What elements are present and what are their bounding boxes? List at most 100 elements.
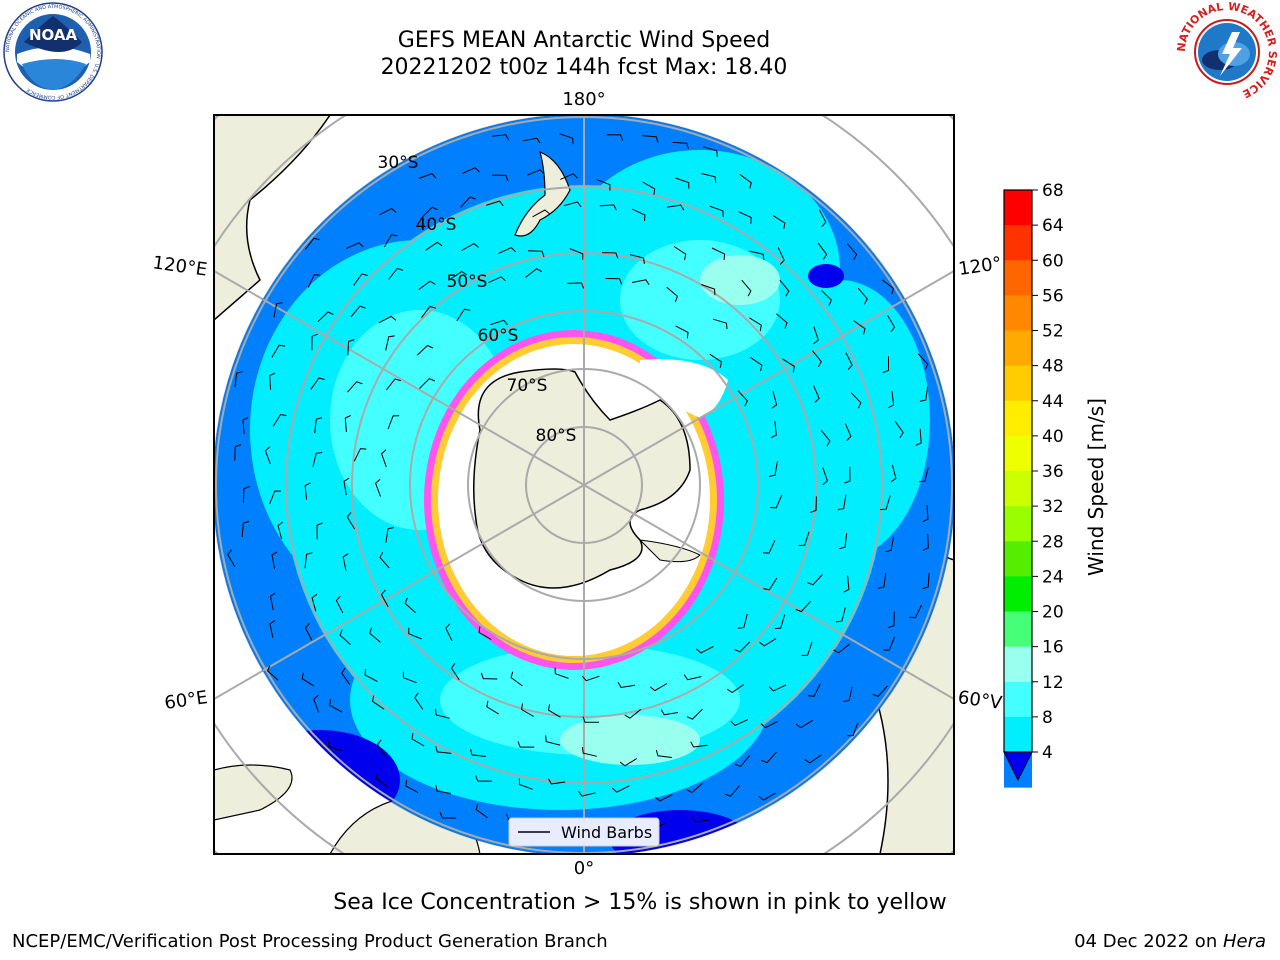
wind-barb bbox=[701, 284, 716, 296]
wind-barb bbox=[817, 242, 828, 260]
lat-label-40s: 40°S bbox=[416, 215, 457, 235]
colorbar-cell bbox=[1004, 681, 1032, 718]
wind-barb bbox=[675, 177, 690, 189]
wind-barb bbox=[822, 467, 828, 486]
wind-barb bbox=[769, 461, 778, 477]
nws-logo: NATIONAL WEATHER SERVICE bbox=[1175, 0, 1279, 102]
colorbar-cell bbox=[1004, 400, 1032, 437]
wind-barb bbox=[547, 778, 566, 785]
wind-field-under-4 bbox=[808, 264, 844, 288]
wind-barb bbox=[709, 353, 723, 368]
wind-barb bbox=[411, 733, 425, 747]
wind-barb bbox=[655, 794, 673, 802]
colorbar-cell bbox=[1004, 506, 1032, 542]
wind-barb bbox=[894, 420, 904, 438]
wind-barb bbox=[813, 326, 819, 345]
wind-barb bbox=[922, 533, 929, 551]
colorbar-cell bbox=[1004, 576, 1032, 612]
wind-barb bbox=[485, 200, 504, 207]
wind-barb bbox=[478, 626, 492, 640]
wind-barb bbox=[421, 305, 436, 319]
wind-barb bbox=[273, 302, 283, 318]
wind-barb bbox=[462, 167, 480, 174]
wind-barb bbox=[559, 133, 574, 145]
wind-barb bbox=[418, 173, 437, 179]
wind-barb bbox=[737, 613, 748, 629]
wind-barb bbox=[581, 747, 597, 757]
new-zealand-land bbox=[514, 150, 571, 237]
wind-barb bbox=[844, 423, 852, 441]
wind-barb bbox=[304, 482, 311, 500]
noaa-logo-text: NOAA bbox=[29, 26, 78, 44]
wind-barb bbox=[734, 755, 751, 767]
wind-barb bbox=[922, 505, 929, 523]
wind-barb bbox=[820, 429, 831, 447]
wind-barb bbox=[439, 812, 457, 819]
wind-barb bbox=[460, 196, 476, 208]
wind-barb bbox=[801, 641, 813, 656]
wind-barb bbox=[770, 421, 777, 439]
wind-barb bbox=[342, 553, 349, 571]
wind-barb bbox=[470, 748, 486, 757]
wind-barb bbox=[750, 356, 763, 372]
wind-barb bbox=[271, 344, 286, 358]
wind-barb bbox=[272, 413, 287, 427]
wind-barb bbox=[269, 490, 281, 505]
wind-barb bbox=[749, 317, 762, 332]
wind-barb bbox=[673, 246, 687, 261]
map-frame bbox=[213, 114, 955, 855]
wind-barb bbox=[563, 201, 582, 208]
wind-barb bbox=[642, 181, 656, 195]
wind-barb bbox=[922, 572, 930, 590]
colorbar-tick-label: 32 bbox=[1042, 497, 1064, 517]
wind-barb bbox=[329, 699, 343, 713]
wind-barb bbox=[782, 358, 795, 373]
wind-barb bbox=[649, 683, 668, 692]
wind-barb bbox=[888, 390, 895, 409]
wind-barb bbox=[672, 141, 689, 150]
antarctic-map: 30°S 40°S 50°S 60°S 70°S 80°S Wind Barbs… bbox=[150, 86, 1030, 886]
wind-barb bbox=[918, 467, 929, 483]
graticule bbox=[215, 115, 953, 854]
wind-barb bbox=[578, 790, 596, 797]
wind-barb bbox=[660, 709, 679, 716]
wind-barb bbox=[883, 636, 895, 651]
colorbar-cell bbox=[1004, 190, 1032, 226]
wind-barb bbox=[737, 390, 748, 407]
colorbar-cell bbox=[1004, 471, 1032, 507]
colorbar-tick-label: 60 bbox=[1042, 251, 1064, 271]
wind-barb bbox=[271, 551, 278, 569]
wind-barb bbox=[267, 665, 279, 681]
wind-barb bbox=[567, 282, 585, 289]
wind-barb bbox=[807, 574, 823, 586]
wind-barb bbox=[917, 353, 929, 370]
wind-barb bbox=[709, 205, 724, 217]
wind-barb bbox=[642, 135, 659, 143]
colorbar-tick-label: 44 bbox=[1042, 392, 1064, 412]
wind-barb bbox=[724, 785, 741, 797]
wind-barb bbox=[545, 735, 561, 746]
wind-barb bbox=[527, 169, 545, 176]
colorbar-tick-label: 40 bbox=[1042, 427, 1064, 447]
colorbar-cell bbox=[1004, 611, 1032, 648]
wind-barb bbox=[353, 448, 367, 462]
wind-barb bbox=[739, 174, 752, 189]
wind-barb bbox=[843, 575, 850, 593]
wind-barb bbox=[726, 684, 744, 694]
wind-barb bbox=[808, 683, 821, 697]
colorbar: 68 64 60 56 52 48 44 40 36 32 28 24 20 16 12 8 4 bbox=[990, 180, 1140, 790]
wind-barb bbox=[461, 242, 479, 251]
wind-barb bbox=[375, 772, 388, 788]
wind-barb bbox=[683, 674, 702, 681]
colorbar-cell bbox=[1004, 646, 1032, 683]
wind-barb bbox=[839, 533, 848, 550]
wind-barb bbox=[601, 252, 619, 259]
wind-barb bbox=[234, 371, 243, 388]
wind-barb bbox=[761, 751, 777, 764]
wind-barb bbox=[386, 378, 401, 391]
wind-barb bbox=[277, 521, 284, 540]
wind-field-16-south bbox=[560, 715, 700, 765]
wind-barb bbox=[304, 552, 313, 569]
wind-barb bbox=[762, 540, 776, 554]
lat-label-30s: 30°S bbox=[378, 153, 419, 173]
